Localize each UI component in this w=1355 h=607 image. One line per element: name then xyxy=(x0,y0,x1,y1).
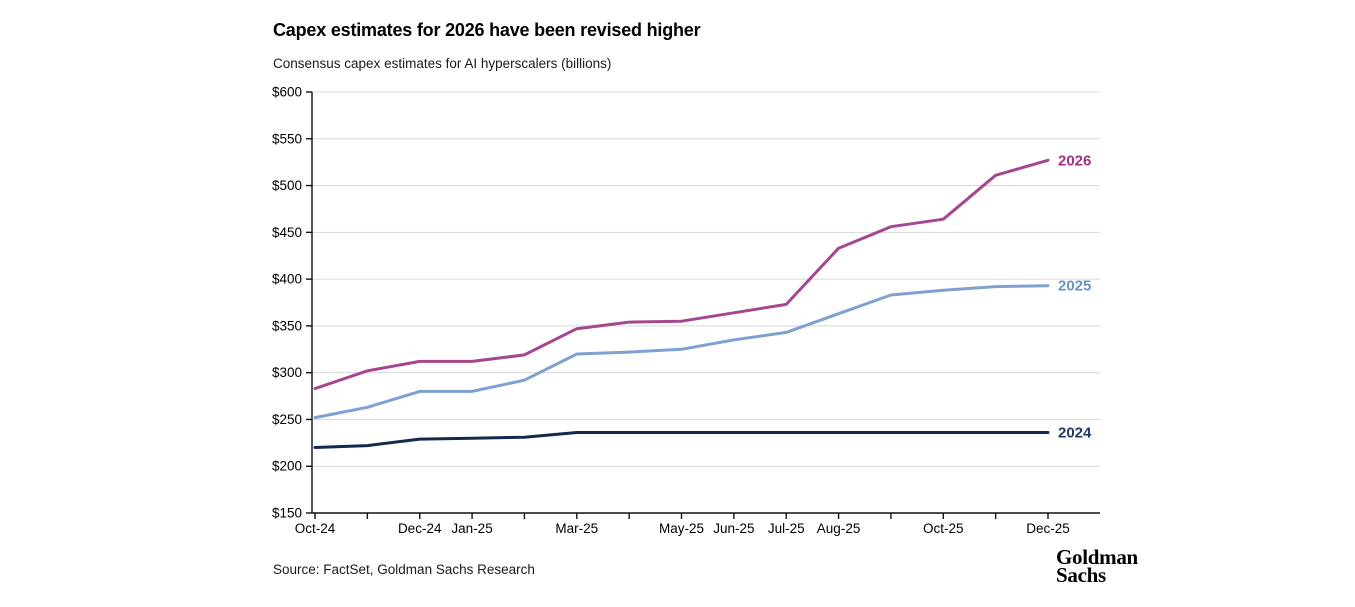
y-tick-label: $600 xyxy=(272,85,302,100)
x-tick-label: Oct-25 xyxy=(923,521,964,536)
goldman-sachs-logo: Goldman Sachs xyxy=(1056,545,1138,587)
y-tick-label: $150 xyxy=(272,506,302,521)
x-tick-label: Mar-25 xyxy=(555,521,598,536)
chart-subtitle: Consensus capex estimates for AI hypersc… xyxy=(273,56,612,71)
y-tick-label: $550 xyxy=(272,131,302,146)
series-line-2024 xyxy=(313,431,1050,449)
x-tick-label: Aug-25 xyxy=(817,521,861,536)
y-tick-label: $200 xyxy=(272,459,302,474)
series-end-label-2026: 2026 xyxy=(1058,152,1091,169)
logo-line-1: Goldman xyxy=(1056,545,1138,569)
x-tick-label: Dec-24 xyxy=(398,521,442,536)
x-tick-label: Dec-25 xyxy=(1026,521,1070,536)
y-tick-label: $500 xyxy=(272,178,302,193)
series-end-label-2024: 2024 xyxy=(1058,425,1092,442)
series-line-2025 xyxy=(313,284,1050,420)
x-tick-label: Jan-25 xyxy=(451,521,492,536)
y-tick-label: $300 xyxy=(272,365,302,380)
source-text: Source: FactSet, Goldman Sachs Research xyxy=(273,562,535,577)
x-tick-label: Oct-24 xyxy=(295,521,336,536)
x-tick-label: Jun-25 xyxy=(713,521,754,536)
y-tick-label: $350 xyxy=(272,318,302,333)
y-tick-label: $400 xyxy=(272,272,302,287)
logo-line-2: Sachs xyxy=(1056,563,1106,587)
chart-title: Capex estimates for 2026 have been revis… xyxy=(273,20,701,40)
y-tick-label: $250 xyxy=(272,412,302,427)
x-tick-label: Jul-25 xyxy=(768,521,805,536)
series-end-label-2025: 2025 xyxy=(1058,278,1091,295)
x-tick-label: May-25 xyxy=(659,521,704,536)
y-tick-label: $450 xyxy=(272,225,302,240)
series-line-2026 xyxy=(313,158,1050,391)
